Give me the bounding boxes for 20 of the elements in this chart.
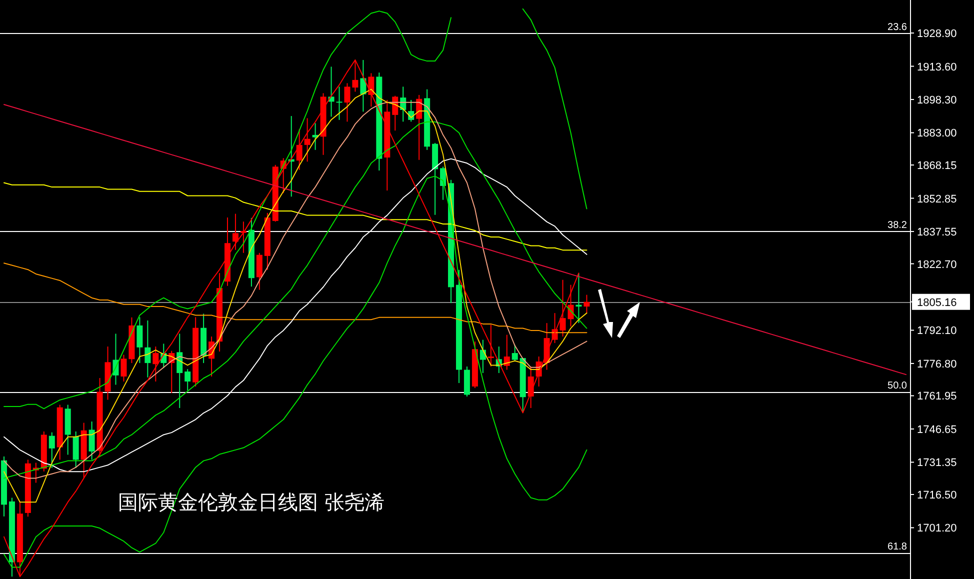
y-tick-label: 1761.95: [917, 390, 957, 403]
y-tick-label: 1837.55: [917, 226, 957, 238]
y-tick-label: 1805.16: [917, 296, 957, 309]
annotation: 61.8: [888, 542, 908, 553]
y-tick-label: 1731.35: [917, 457, 957, 470]
annotation: 50.0: [888, 380, 908, 392]
y-tick-label: 1822.70: [917, 258, 957, 271]
annotation: 38.2: [888, 220, 908, 231]
y-tick-label: 1776.80: [917, 358, 957, 370]
annotation: 23.6: [888, 22, 908, 34]
y-tick-label: 1746.65: [917, 424, 957, 436]
y-tick-label: 1716.50: [917, 489, 957, 502]
y-tick-label: 1913.60: [917, 61, 957, 74]
y-tick-label: 1928.90: [917, 28, 957, 40]
y-tick-label: 1868.15: [917, 160, 957, 172]
y-tick-label: 1792.10: [917, 325, 957, 338]
y-tick-label: 1701.20: [917, 522, 957, 535]
y-tick-label: 1852.85: [917, 193, 957, 206]
y-tick-label: 1883.00: [917, 128, 957, 140]
y-tick-label: 1898.30: [917, 94, 957, 107]
